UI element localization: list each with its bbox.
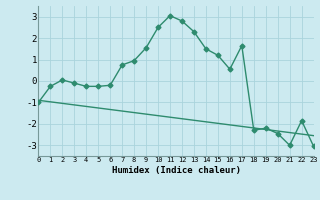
X-axis label: Humidex (Indice chaleur): Humidex (Indice chaleur) [111,166,241,175]
